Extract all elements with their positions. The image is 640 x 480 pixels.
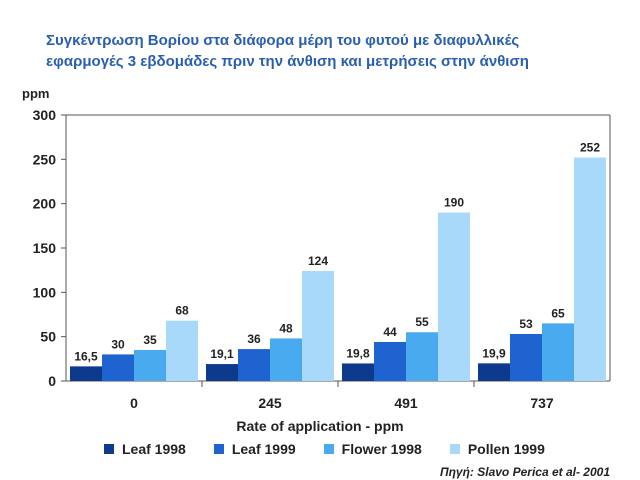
data-label: 190 [444, 196, 464, 210]
legend-swatch [104, 444, 114, 454]
bar [342, 363, 374, 381]
bar [166, 320, 198, 381]
y-tick-label: 150 [33, 240, 57, 256]
legend-label: Leaf 1999 [231, 441, 296, 457]
y-tick-label: 100 [33, 284, 57, 300]
chart-title: Συγκέντρωση Βορίου στα διάφορα μέρη του … [46, 30, 626, 72]
legend-label: Leaf 1998 [122, 441, 186, 457]
x-axis-title: Rate of application - ppm [236, 418, 404, 434]
bar [406, 332, 438, 381]
y-tick-label: 0 [48, 373, 56, 389]
data-label: 55 [415, 315, 429, 329]
x-tick-label: 737 [530, 395, 554, 411]
legend-item-flower-1998: Flower 1998 [323, 441, 422, 457]
legend-item-leaf-1999: Leaf 1999 [213, 441, 296, 457]
data-label: 68 [175, 304, 189, 318]
y-tick-label: 300 [33, 107, 57, 123]
data-label: 44 [383, 325, 397, 339]
data-label: 19,9 [482, 346, 506, 360]
bar [374, 341, 406, 381]
y-tick-label: 50 [40, 329, 56, 345]
data-label: 48 [279, 321, 293, 335]
data-label: 19,8 [346, 346, 370, 360]
data-label: 124 [308, 254, 328, 268]
legend-label: Pollen 1999 [467, 441, 545, 457]
bar [438, 212, 470, 381]
x-tick-label: 0 [130, 395, 138, 411]
data-label: 30 [111, 337, 125, 351]
bar [102, 354, 134, 381]
bar [270, 338, 302, 381]
bar [302, 271, 334, 381]
legend-item-pollen-1999: Pollen 1999 [449, 441, 545, 457]
legend-swatch [213, 444, 224, 454]
chart-title-line-1: Συγκέντρωση Βορίου στα διάφορα μέρη του … [46, 32, 520, 49]
data-label: 36 [247, 332, 261, 346]
bar [134, 349, 166, 381]
y-tick-label: 200 [33, 196, 57, 212]
data-label: 65 [551, 306, 565, 320]
bar [206, 364, 238, 381]
chart-title-line-2: εφαρμογές 3 εβδομάδες πριν την άνθιση κα… [46, 53, 529, 70]
data-label: 16,5 [74, 349, 98, 363]
legend-swatch [323, 444, 334, 454]
y-axis-unit-label: ppm [22, 86, 50, 101]
x-tick-label: 245 [258, 395, 282, 411]
y-tick-label: 250 [33, 151, 57, 167]
bar [574, 157, 606, 381]
x-tick-label: 491 [394, 395, 418, 411]
legend: Leaf 1998 Leaf 1999 Flower 1998 Pollen 1… [104, 441, 573, 457]
legend-swatch [449, 444, 460, 454]
bar [510, 334, 542, 381]
data-label: 53 [519, 317, 533, 331]
bar [238, 349, 270, 381]
bar [542, 323, 574, 381]
data-label: 19,1 [210, 347, 234, 361]
source-note: Πηγή: Slavo Perica et al- 2001 [439, 465, 610, 479]
legend-item-leaf-1998: Leaf 1998 [104, 441, 186, 457]
legend-label: Flower 1998 [341, 441, 422, 457]
data-label: 252 [580, 141, 600, 155]
data-label: 35 [143, 333, 157, 347]
bar [478, 363, 510, 381]
bar [70, 366, 102, 381]
